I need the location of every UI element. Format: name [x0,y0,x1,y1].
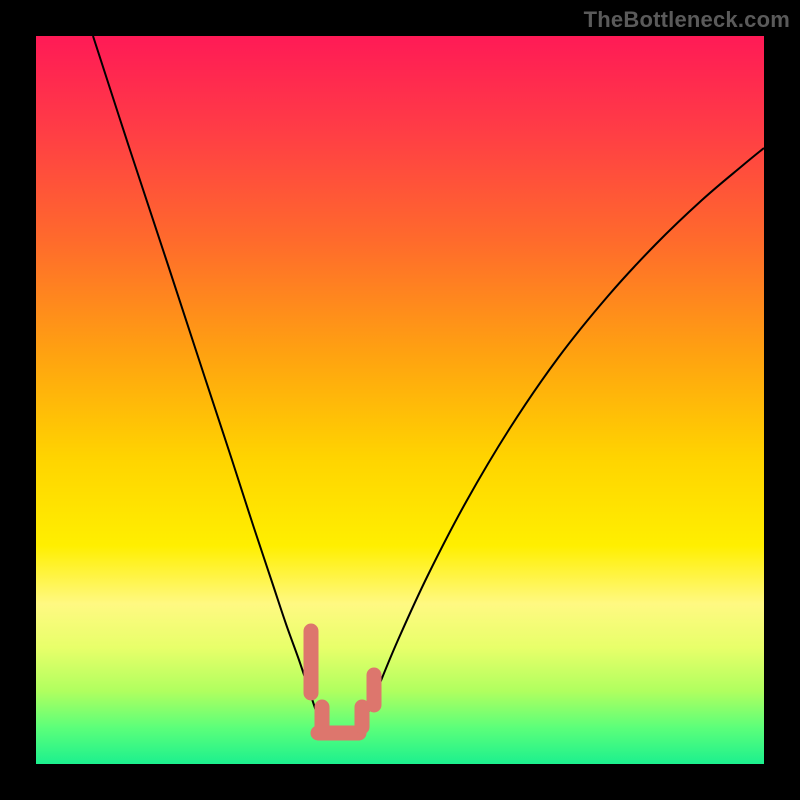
highlight-mark-0 [304,624,318,700]
plot-background [36,36,764,764]
watermark-text: TheBottleneck.com [584,7,790,33]
highlight-mark-4 [367,668,381,712]
bottleneck-chart [0,0,800,800]
